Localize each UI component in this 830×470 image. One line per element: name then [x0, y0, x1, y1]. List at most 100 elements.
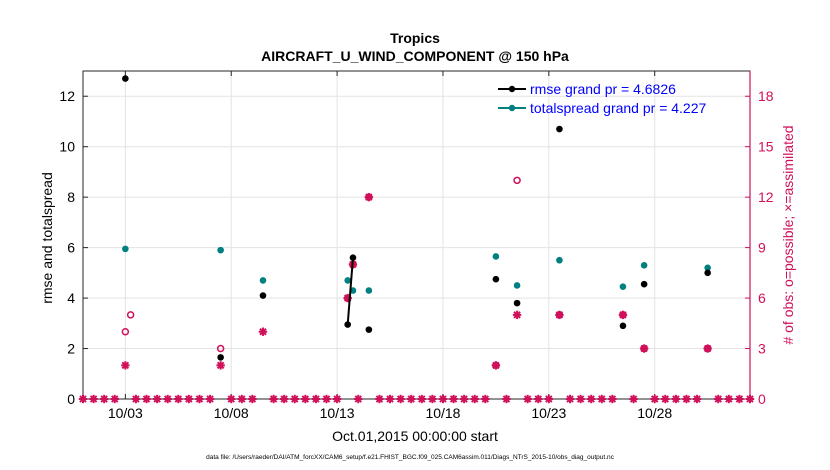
obs-zero-marker	[227, 394, 236, 404]
spread-point	[704, 264, 711, 272]
obs-zero-marker	[99, 394, 109, 404]
obs-zero-marker	[449, 394, 458, 404]
obs-zero-marker	[534, 394, 543, 404]
spread-point	[344, 277, 351, 284]
obs-zero-marker	[565, 394, 575, 404]
obs-zero-marker	[248, 394, 257, 404]
x-axis-label: Oct.01,2015 00:00:00 start	[332, 428, 498, 444]
obs-zero-marker	[375, 394, 384, 404]
obs-zero-marker	[661, 394, 670, 404]
rmse-point	[349, 254, 357, 262]
x-tick-label: 10/03	[108, 405, 143, 421]
obs-zero-marker	[735, 394, 744, 404]
legend: rmse grand pr = 4.6826 totalspread grand…	[498, 81, 707, 116]
obs-zero-marker	[174, 394, 183, 404]
obs-zero-marker	[205, 394, 215, 404]
obs-zero-marker	[396, 394, 405, 404]
rmse-point	[556, 125, 563, 133]
rmse-point	[217, 354, 224, 361]
obs-assimilated-point	[216, 361, 225, 370]
rmse-point	[259, 292, 267, 299]
obs-zero-marker	[110, 394, 119, 404]
obs-assimilated-point	[491, 361, 501, 370]
obs-zero-marker	[459, 394, 469, 404]
obs-zero-marker	[142, 394, 151, 404]
rmse-point	[619, 322, 627, 330]
obs-zero-marker	[237, 394, 247, 404]
y2-tick-label: 15	[758, 139, 774, 155]
obs-zero-marker	[195, 394, 204, 404]
legend-marker-rmse	[508, 85, 516, 93]
obs-zero-marker	[89, 394, 98, 404]
obs-assimilated-point	[618, 310, 628, 320]
y2-axis-label: # of obs: o=possible; ×=assimilated	[780, 125, 796, 344]
obs-zero-marker	[544, 394, 554, 404]
spread-point	[492, 253, 500, 260]
obs-zero-marker	[428, 394, 437, 404]
y2-tick-label: 18	[758, 88, 774, 104]
rmse-point	[122, 75, 129, 82]
spread-point	[365, 287, 373, 294]
obs-zero-marker	[714, 394, 723, 404]
obs-zero-marker	[322, 394, 331, 404]
rmse-point	[704, 269, 711, 277]
obs-zero-marker	[163, 394, 172, 404]
y-tick-label: 10	[59, 139, 75, 155]
obs-zero-marker	[279, 394, 289, 404]
obs-assimilated-point	[703, 344, 712, 353]
y-tick-label: 12	[59, 88, 75, 104]
obs-zero-marker	[671, 394, 681, 404]
obs-zero-marker	[332, 394, 342, 404]
y2-tick-label: 0	[758, 391, 766, 407]
rmse-point	[365, 326, 373, 333]
obs-zero-marker	[724, 394, 734, 404]
obs-zero-marker	[576, 394, 585, 404]
obs-zero-marker	[438, 394, 448, 404]
obs-zero-marker	[629, 394, 638, 404]
obs-zero-marker	[682, 394, 691, 404]
obs-zero-marker	[131, 394, 141, 404]
obs-zero-marker	[608, 394, 617, 404]
chart-subtitle: AIRCRAFT_U_WIND_COMPONENT @ 150 hPa	[261, 48, 569, 64]
y-axis-label: rmse and totalspread	[39, 172, 55, 304]
obs-zero-marker	[597, 394, 606, 404]
obs-zero-marker	[269, 394, 278, 404]
obs-zero-marker	[745, 394, 755, 404]
y-tick-label: 8	[67, 189, 75, 205]
y2-tick-label: 3	[758, 341, 766, 357]
obs-zero-marker	[470, 394, 479, 404]
obs-zero-marker	[354, 394, 363, 404]
y-tick-label: 2	[67, 341, 75, 357]
obs-assimilated-point	[258, 327, 268, 336]
obs-zero-marker	[692, 394, 702, 404]
spread-point	[640, 261, 648, 269]
obs-assimilated-point	[121, 361, 130, 370]
obs-zero-marker	[290, 394, 299, 404]
x-tick-label: 10/13	[320, 405, 355, 421]
obs-assimilated-point	[555, 310, 564, 320]
y-tick-label: 0	[67, 391, 75, 407]
data-marks	[78, 75, 755, 404]
spread-point	[556, 256, 563, 264]
obs-zero-marker	[152, 394, 162, 404]
obs-zero-marker	[385, 394, 395, 404]
y-tick-label: 6	[67, 240, 75, 256]
legend-label-spread: totalspread grand pr = 4.227	[530, 100, 707, 116]
grid-lines	[83, 71, 750, 399]
rmse-point	[344, 321, 351, 328]
chart-title: Tropics	[390, 30, 440, 46]
obs-zero-marker	[502, 394, 511, 404]
obs-zero-marker	[650, 394, 659, 404]
obs-zero-marker	[481, 394, 490, 404]
footnote: data file: /Users/raeder/DAI/ATM_forcXX/…	[206, 454, 615, 461]
y-tick-label: 4	[67, 290, 75, 306]
obs-possible-point	[121, 327, 130, 336]
rmse-line	[346, 257, 354, 325]
obs-zero-marker	[417, 394, 426, 404]
obs-possible-point	[126, 311, 135, 319]
rmse-point	[640, 280, 648, 288]
obs-zero-marker	[184, 394, 194, 404]
legend-marker-spread	[508, 104, 516, 112]
obs-zero-marker	[407, 394, 416, 404]
